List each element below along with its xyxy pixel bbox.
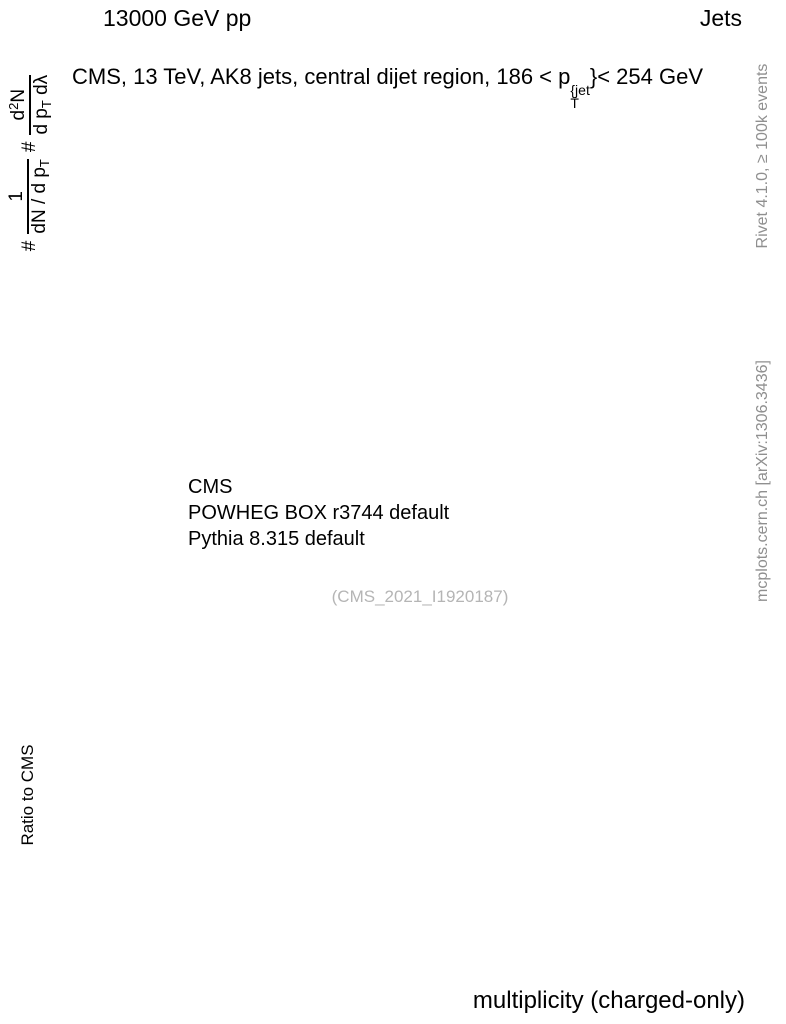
y-title-frac1-den: dN / d pT <box>28 159 52 234</box>
plot-title: CMS, 13 TeV, AK8 jets, central dijet reg… <box>30 63 745 110</box>
process-label: Jets <box>699 5 742 31</box>
y-title-hash2: # <box>19 141 40 153</box>
black-square-icon <box>127 477 179 497</box>
y-title-fraction-2: d2N d pT dλ <box>3 74 57 135</box>
y-title-frac2-den: d pT dλ <box>31 74 54 135</box>
ratio-y-axis-title: Ratio to CMS <box>18 744 37 846</box>
analysis-watermark: (CMS_2021_I1920187) <box>331 587 509 606</box>
legend-item-cms: CMS <box>127 474 449 500</box>
plot-title-suffix: }< 254 GeV <box>589 64 703 89</box>
legend-item-pythia: Pythia 8.315 default <box>127 526 449 552</box>
legend-label-pythia: Pythia 8.315 default <box>188 527 365 550</box>
y-title-hash1: # <box>19 240 40 252</box>
plot-title-sub: T <box>570 95 579 111</box>
plot-title-sup: {jet <box>570 82 590 98</box>
blue-triangle-line-icon <box>127 529 179 549</box>
energy-label: 13000 GeV pp <box>103 5 252 31</box>
plot-title-pt-script: {jet T <box>570 82 590 111</box>
y-title-frac1-num: 1 <box>5 159 29 234</box>
plot-title-prefix: CMS, 13 TeV, AK8 jets, central dijet reg… <box>72 64 571 89</box>
legend-label-cms: CMS <box>188 475 233 498</box>
generator-note: Rivet 4.1.0, ≥ 100k events <box>754 63 771 249</box>
legend-item-powheg: POWHEG BOX r3744 default <box>127 500 449 526</box>
main-y-axis-title: # 1 dN / d pT # d2N d pT dλ <box>0 13 62 313</box>
x-axis-title: multiplicity (charged-only) <box>472 987 745 1014</box>
legend-label-powheg: POWHEG BOX r3744 default <box>188 501 450 524</box>
mcplots-note: mcplots.cern.ch [arXiv:1306.3436] <box>754 360 771 602</box>
y-title-fraction-1: 1 dN / d pT <box>5 159 55 234</box>
red-line-icon <box>127 503 179 523</box>
legend: CMS POWHEG BOX r3744 default Pythia 8.31… <box>127 474 449 552</box>
y-title-frac2-num: d2N <box>3 74 31 135</box>
